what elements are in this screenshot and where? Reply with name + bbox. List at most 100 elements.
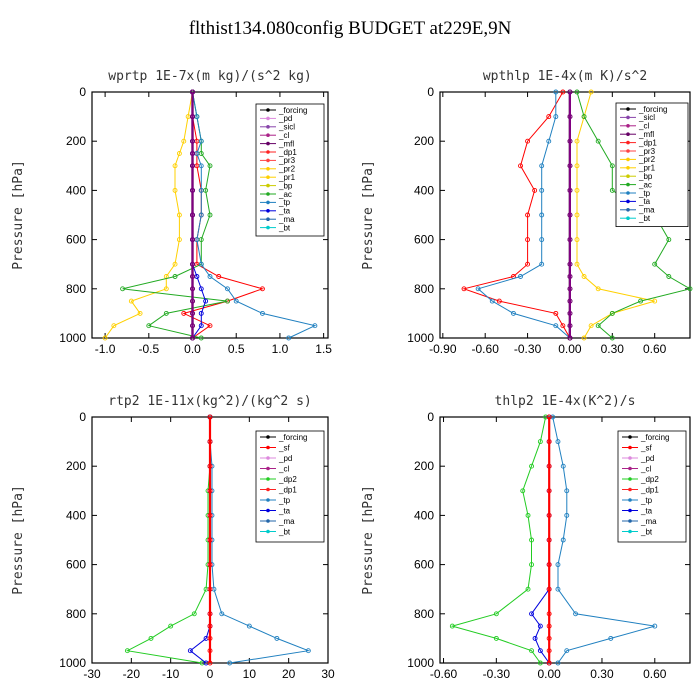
legend-entry: _dp1	[638, 138, 657, 147]
legend-marker	[626, 174, 630, 178]
data-point-pr1	[581, 274, 587, 279]
data-point-tp	[555, 439, 561, 445]
panel-title: thlp2 1E-4x(K^2)/s	[495, 394, 636, 409]
legend-marker	[266, 487, 270, 492]
y-tick-label: 1000	[407, 656, 434, 670]
data-point-cl	[567, 298, 573, 304]
data-point-dp1	[560, 89, 566, 95]
panel-wprtp: wprtp 1E-7x(m kg)/(s^2 kg) Pressure [hPa]…	[0, 60, 350, 365]
y-tick-label: 1000	[407, 331, 434, 345]
y-tick-label: 800	[66, 607, 86, 621]
x-tick-label: 0	[207, 667, 214, 681]
x-tick-label: 0.00	[558, 342, 582, 356]
legend-marker	[266, 529, 270, 534]
legend-marker	[266, 498, 270, 502]
legend-entry: _cl	[638, 122, 649, 131]
legend-marker	[266, 209, 270, 213]
legend-entry: _ac	[638, 180, 652, 189]
data-point-forcing	[207, 586, 213, 592]
panel-rtp2: rtp2 1E-11x(kg^2)/(kg^2 s) Pressure [hPa]…	[0, 385, 350, 700]
legend-entry: _pd	[640, 454, 654, 463]
data-point-tp	[573, 611, 579, 617]
legend-entry: _ta	[278, 207, 291, 216]
data-point-forcing	[207, 488, 213, 494]
legend-marker	[266, 183, 270, 188]
y-tick-label: 600	[414, 233, 434, 247]
data-point-pr1	[111, 323, 117, 329]
y-tick-label: 1000	[59, 656, 86, 670]
data-point-cl	[567, 212, 573, 218]
y-tick-label: 200	[66, 134, 86, 148]
legend-box	[617, 430, 687, 543]
y-tick-label: 800	[414, 607, 434, 621]
x-tick-label: -1.0	[95, 342, 116, 356]
x-tick-label: -0.60	[430, 667, 458, 681]
data-point-cl	[567, 89, 573, 95]
data-point-cl	[567, 163, 573, 169]
legend-entry: _pd	[278, 454, 292, 463]
legend-entry: _ma	[278, 215, 295, 224]
data-point-dp1	[532, 187, 538, 193]
legend-marker	[626, 157, 630, 162]
data-point-dp1	[560, 323, 566, 329]
x-tick-label: 0.30	[590, 667, 614, 681]
data-point-pr1	[574, 187, 580, 193]
data-point-dp1	[543, 414, 549, 420]
legend-entry: _tp	[640, 496, 653, 505]
y-tick-label: 400	[414, 183, 434, 197]
y-tick-label: 600	[66, 233, 86, 247]
y-tick-label: 1000	[59, 331, 86, 345]
data-point-tp	[553, 114, 559, 120]
data-point-tp	[312, 323, 318, 329]
legend-marker	[628, 508, 632, 513]
data-point-tp	[546, 138, 552, 144]
panel-title: rtp2 1E-11x(kg^2)/(kg^2 s)	[108, 394, 312, 409]
panel-wpthlp: wpthlp 1E-4x(m K)/s^2 Pressure [hPa] 0 200 4…	[350, 60, 700, 365]
data-point-cl	[190, 298, 195, 304]
data-point-ta	[537, 623, 543, 629]
legend-entry: _bt	[640, 527, 653, 536]
legend-entry: _ta	[640, 506, 653, 515]
data-point-forcing	[207, 660, 213, 666]
data-point-dp1	[525, 261, 531, 267]
legend-marker	[626, 199, 630, 204]
y-tick-label: 200	[414, 134, 434, 148]
x-tick-label: 0.00	[537, 667, 561, 681]
legend-marker	[628, 529, 632, 534]
legend-entry: _ta	[638, 197, 651, 206]
legend-entry: _bt	[278, 527, 291, 536]
data-point-ta	[198, 286, 204, 292]
data-point-ac	[609, 163, 615, 169]
legend-entry: _sicl	[278, 123, 295, 132]
data-point-ac	[595, 323, 601, 329]
series-line-ac	[576, 91, 692, 339]
legend-marker	[266, 225, 270, 230]
data-point-cl	[567, 274, 573, 279]
data-point-cl	[190, 237, 195, 243]
legend-entry: _pr1	[278, 173, 296, 182]
y-tick-label: 0	[427, 85, 434, 99]
x-tick-label: -0.5	[138, 342, 159, 356]
legend-marker	[266, 141, 270, 146]
data-point-cl	[190, 89, 195, 95]
data-point-ac	[207, 212, 213, 218]
y-tick-label: 0	[79, 85, 86, 99]
data-point-ac	[687, 286, 693, 292]
data-point-tp	[564, 512, 570, 518]
data-point-ac	[574, 89, 580, 95]
legend-entry: _dp1	[278, 148, 297, 157]
legend-marker	[628, 456, 632, 460]
data-point-dp1	[529, 648, 534, 654]
legend-marker	[266, 175, 270, 179]
data-point-forcing	[207, 439, 213, 445]
legend-marker	[628, 498, 632, 502]
data-point-cl	[567, 310, 573, 316]
legend-entry: _pd	[278, 114, 292, 123]
series-line-ac	[122, 91, 228, 339]
y-tick-label: 400	[66, 508, 86, 522]
legend-marker	[628, 466, 632, 471]
legend-entry: _ac	[278, 190, 292, 199]
x-tick-label: 0.60	[643, 667, 667, 681]
legend-marker	[266, 445, 270, 450]
data-point-forcing	[207, 463, 213, 469]
